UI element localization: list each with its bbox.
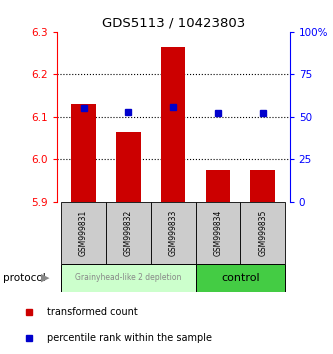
Bar [195,202,240,264]
Bar [116,132,141,202]
Bar [151,202,195,264]
Bar [106,202,151,264]
Text: control: control [221,273,260,283]
Text: GSM999831: GSM999831 [79,210,88,256]
Bar [161,47,185,202]
Bar [250,170,275,202]
Bar [61,202,106,264]
Bar [71,104,96,202]
Bar [206,170,230,202]
Text: GSM999835: GSM999835 [258,210,267,256]
Text: protocol: protocol [3,273,46,283]
Bar [195,264,285,292]
Text: GSM999833: GSM999833 [168,210,178,256]
Text: GSM999832: GSM999832 [124,210,133,256]
Bar [61,264,195,292]
Text: ▶: ▶ [41,273,50,283]
Text: transformed count: transformed count [47,307,138,317]
Title: GDS5113 / 10423803: GDS5113 / 10423803 [102,16,245,29]
Bar [240,202,285,264]
Text: GSM999834: GSM999834 [213,210,222,256]
Text: percentile rank within the sample: percentile rank within the sample [47,333,212,343]
Text: Grainyhead-like 2 depletion: Grainyhead-like 2 depletion [75,273,181,282]
